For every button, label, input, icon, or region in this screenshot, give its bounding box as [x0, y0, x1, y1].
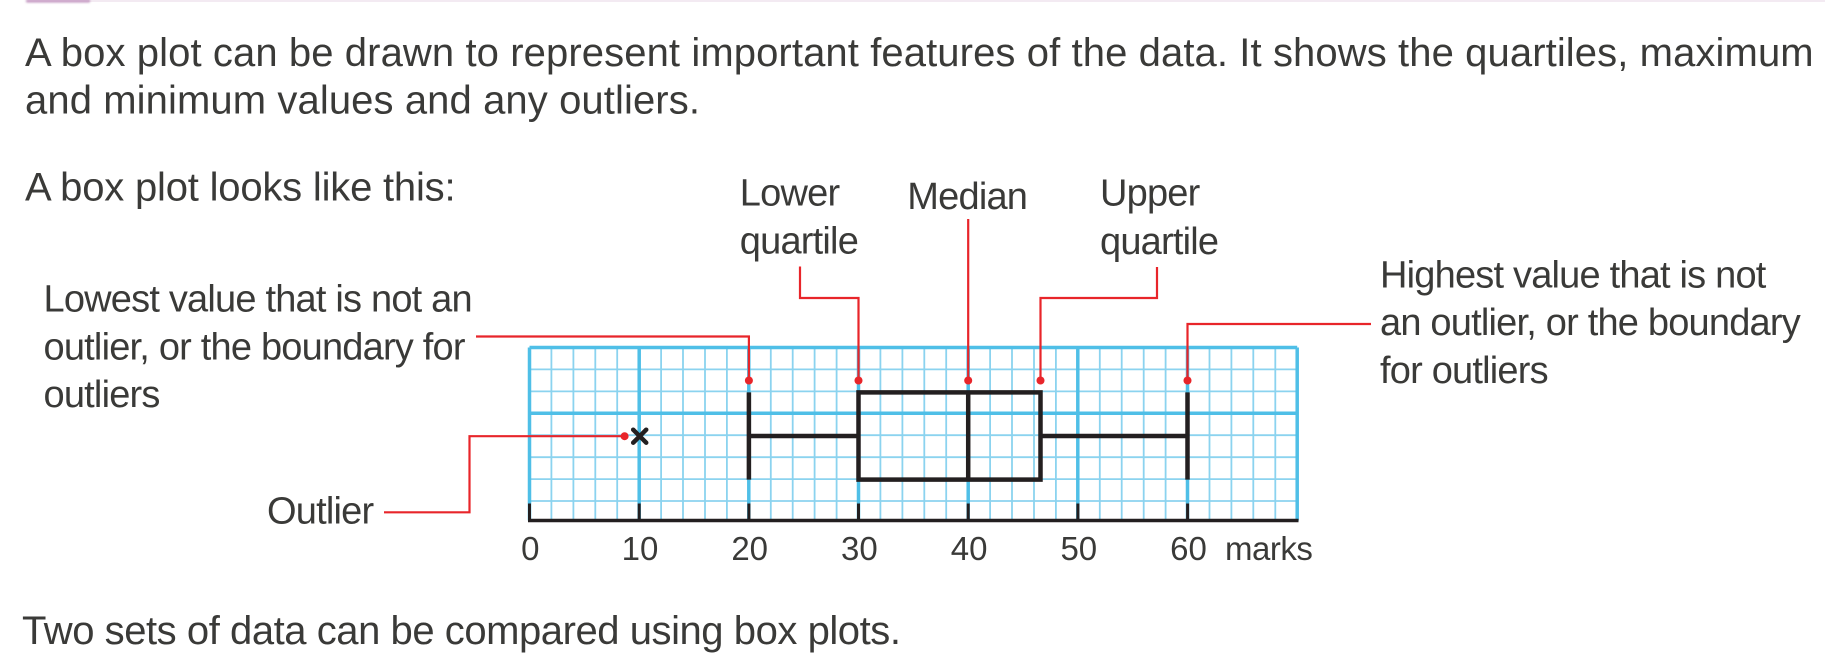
svg-text:30: 30 [841, 530, 878, 567]
svg-text:Outlier: Outlier [267, 491, 374, 533]
svg-text:Upper: Upper [1100, 173, 1201, 215]
svg-text:an outlier, or the boundary: an outlier, or the boundary [1380, 302, 1801, 344]
svg-text:quartile: quartile [740, 221, 858, 263]
svg-text:0: 0 [521, 530, 539, 567]
svg-text:Lower: Lower [740, 172, 841, 214]
svg-text:outlier, or the boundary for: outlier, or the boundary for [44, 326, 466, 368]
svg-text:for outliers: for outliers [1380, 350, 1548, 392]
svg-text:A box plot can be drawn to rep: A box plot can be drawn to represent imp… [25, 31, 1814, 75]
svg-text:Two sets of data can be compar: Two sets of data can be compared using b… [22, 609, 900, 653]
svg-text:60: 60 [1170, 530, 1207, 567]
svg-text:marks: marks [1225, 530, 1312, 567]
svg-text:A box plot looks like this:: A box plot looks like this: [25, 165, 455, 209]
svg-text:40: 40 [951, 530, 988, 567]
svg-text:and minimum values and any out: and minimum values and any outliers. [25, 79, 700, 123]
svg-text:50: 50 [1060, 530, 1097, 567]
svg-text:Median: Median [907, 176, 1027, 218]
svg-text:10: 10 [622, 530, 659, 567]
svg-text:Highest value that is not: Highest value that is not [1380, 255, 1767, 297]
svg-text:quartile: quartile [1100, 221, 1218, 263]
svg-text:outliers: outliers [44, 374, 160, 416]
svg-text:Lowest value that is not an: Lowest value that is not an [44, 279, 472, 321]
svg-text:20: 20 [731, 530, 768, 567]
